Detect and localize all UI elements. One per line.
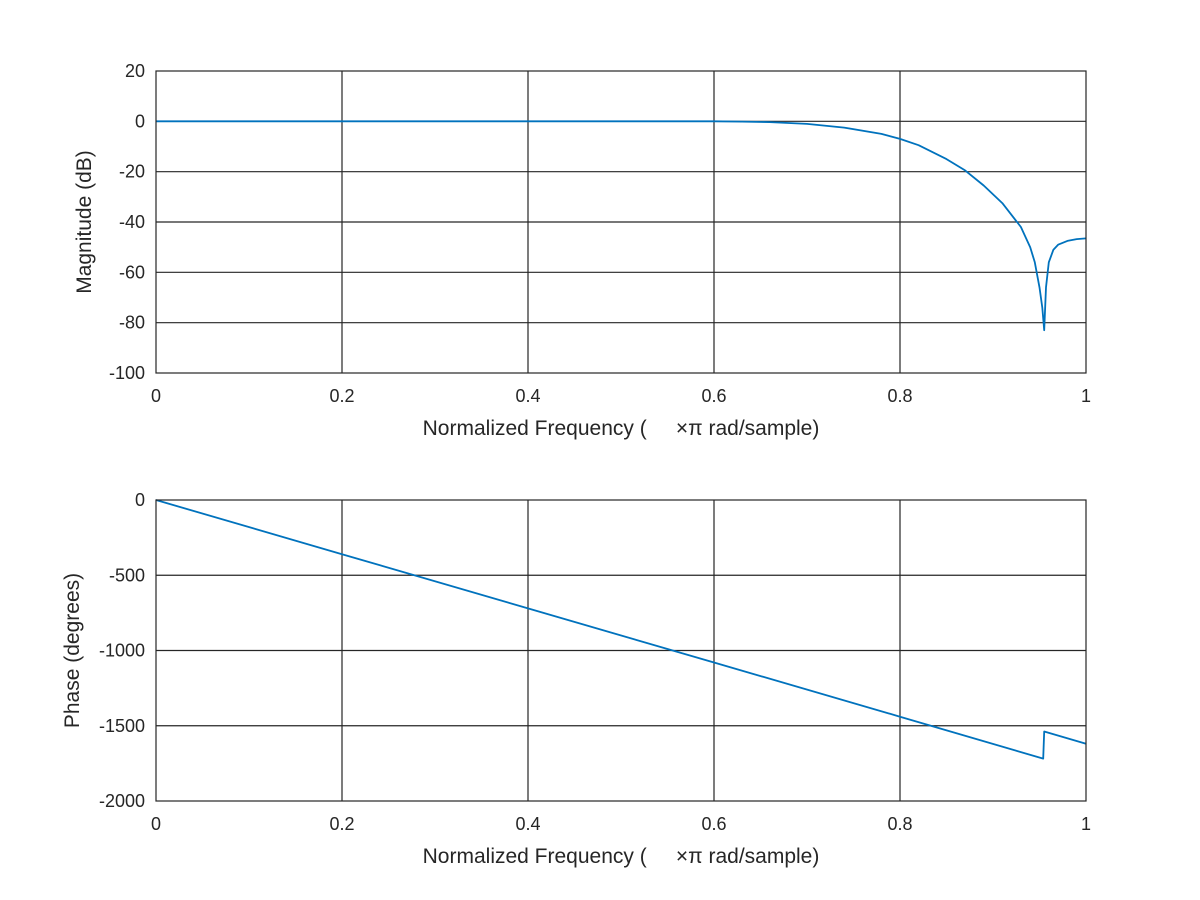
phase-series-line bbox=[155, 499, 1087, 760]
phase-y-tick-labels: 0 -500 -1000 -1500 -2000 bbox=[99, 490, 145, 811]
magnitude-y-tick-label: -20 bbox=[119, 162, 145, 182]
phase-y-tick-label: 0 bbox=[135, 490, 145, 510]
magnitude-y-tick-label: -60 bbox=[119, 262, 145, 282]
phase-x-tick-label: 0.2 bbox=[329, 814, 354, 834]
magnitude-axes-frame bbox=[155, 70, 1087, 374]
phase-series bbox=[155, 499, 1087, 760]
magnitude-x-tick-labels: 0 0.2 0.4 0.6 0.8 1 bbox=[151, 386, 1091, 406]
phase-x-tick-label: 0.8 bbox=[887, 814, 912, 834]
magnitude-x-tick-label: 0.8 bbox=[887, 386, 912, 406]
magnitude-plot: 0 0.2 0.4 0.6 0.8 1 20 0 -20 -40 -60 -80 -100 Norma… bbox=[73, 61, 1091, 440]
phase-y-tick-label: -1000 bbox=[99, 641, 145, 661]
magnitude-x-tick-label: 0 bbox=[151, 386, 161, 406]
phase-axes-frame bbox=[155, 499, 1087, 802]
phase-plot: 0 0.2 0.4 0.6 0.8 1 0 -500 -1000 -1500 -2000 Norm… bbox=[61, 490, 1091, 868]
phase-y-axis-label: Phase (degrees) bbox=[61, 573, 84, 728]
magnitude-y-tick-labels: 20 0 -20 -40 -60 -80 -100 bbox=[109, 61, 145, 383]
phase-x-tick-label: 0.6 bbox=[701, 814, 726, 834]
phase-y-tick-label: -2000 bbox=[99, 791, 145, 811]
magnitude-series bbox=[156, 120, 1087, 332]
magnitude-x-axis-label: Normalized Frequency ( ×π rad/sample) bbox=[423, 417, 820, 440]
magnitude-series-line bbox=[156, 120, 1087, 332]
magnitude-y-tick-label: -100 bbox=[109, 363, 145, 383]
magnitude-y-tick-label: -40 bbox=[119, 212, 145, 232]
magnitude-x-tick-label: 0.4 bbox=[515, 386, 540, 406]
phase-x-tick-label: 0 bbox=[151, 814, 161, 834]
phase-x-tick-label: 1 bbox=[1081, 814, 1091, 834]
magnitude-y-tick-label: 20 bbox=[125, 61, 145, 81]
phase-x-tick-labels: 0 0.2 0.4 0.6 0.8 1 bbox=[151, 814, 1091, 834]
phase-x-axis-label: Normalized Frequency ( ×π rad/sample) bbox=[423, 845, 820, 868]
magnitude-x-tick-label: 0.2 bbox=[329, 386, 354, 406]
phase-y-tick-label: -1500 bbox=[99, 716, 145, 736]
magnitude-y-tick-label: -80 bbox=[119, 313, 145, 333]
phase-x-tick-label: 0.4 bbox=[515, 814, 540, 834]
magnitude-x-tick-label: 1 bbox=[1081, 386, 1091, 406]
magnitude-y-tick-label: 0 bbox=[135, 111, 145, 131]
magnitude-y-axis-label: Magnitude (dB) bbox=[73, 150, 96, 294]
magnitude-x-tick-label: 0.6 bbox=[701, 386, 726, 406]
phase-y-tick-label: -500 bbox=[109, 565, 145, 585]
